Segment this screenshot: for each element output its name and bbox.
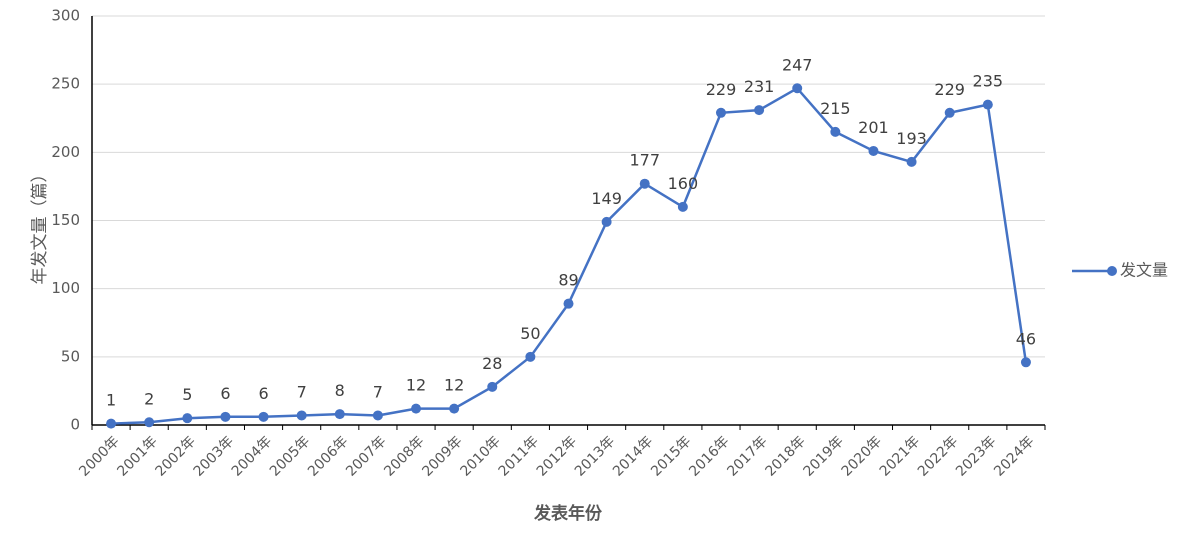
x-axis-ticks: 2000年2001年2002年2003年2004年2005年2006年2007年… [76, 425, 1046, 480]
x-tick-label: 2001年 [114, 433, 160, 479]
data-label: 7 [373, 382, 383, 401]
data-label: 231 [744, 77, 775, 96]
data-point [411, 403, 422, 414]
data-label: 6 [258, 384, 268, 403]
y-tick-label: 150 [51, 211, 80, 229]
data-label: 12 [444, 376, 464, 395]
y-tick-label: 250 [51, 75, 80, 93]
gridlines [92, 15, 1045, 358]
data-point [487, 381, 498, 392]
x-tick-label: 2013年 [572, 433, 618, 479]
data-label: 5 [182, 385, 192, 404]
data-label: 46 [1016, 329, 1036, 348]
x-tick-label: 2016年 [686, 433, 732, 479]
x-tick-label: 2017年 [724, 433, 770, 479]
x-tick-label: 2014年 [610, 433, 656, 479]
data-point [906, 156, 917, 167]
data-label: 7 [297, 382, 307, 401]
data-label: 215 [820, 99, 851, 118]
data-point [525, 351, 536, 362]
data-label: 160 [668, 174, 699, 193]
legend-point-marker [1107, 266, 1117, 276]
data-label: 229 [706, 80, 737, 99]
legend-label: 发文量 [1120, 261, 1168, 280]
data-label: 247 [782, 55, 813, 74]
data-label: 12 [406, 376, 426, 395]
data-points [106, 83, 1031, 429]
data-point [449, 403, 460, 414]
x-tick-label: 2006年 [305, 433, 351, 479]
data-point [792, 83, 803, 94]
x-tick-label: 2010年 [458, 433, 504, 479]
x-tick-label: 2023年 [953, 433, 999, 479]
data-label: 6 [220, 384, 230, 403]
data-label: 229 [934, 80, 965, 99]
data-label: 50 [520, 324, 540, 343]
data-point [639, 178, 650, 189]
x-tick-label: 2022年 [915, 433, 961, 479]
x-tick-label: 2002年 [153, 433, 199, 479]
x-tick-label: 2008年 [381, 433, 427, 479]
x-axis-title: 发表年份 [533, 503, 603, 524]
x-tick-label: 2018年 [762, 433, 808, 479]
y-tick-label: 300 [51, 7, 80, 25]
x-tick-label: 2024年 [991, 433, 1037, 479]
data-point [220, 411, 231, 422]
data-point [982, 99, 993, 110]
data-point [1020, 357, 1031, 368]
data-label: 193 [896, 129, 927, 148]
data-point [258, 411, 269, 422]
series-line-发文量 [111, 86, 1028, 425]
x-tick-label: 2003年 [191, 433, 237, 479]
data-point [563, 298, 574, 309]
y-tick-label: 50 [61, 347, 80, 365]
data-point [754, 105, 765, 116]
x-tick-label: 2021年 [877, 433, 923, 479]
x-tick-label: 2015年 [648, 433, 694, 479]
data-point [334, 409, 345, 420]
data-point [182, 413, 193, 424]
data-point [296, 410, 307, 421]
legend: 发文量 [1072, 261, 1168, 280]
data-point [106, 418, 117, 429]
x-tick-label: 2020年 [839, 433, 885, 479]
data-point [372, 410, 383, 421]
x-tick-label: 2004年 [229, 433, 275, 479]
data-label: 28 [482, 354, 502, 373]
data-label: 177 [629, 151, 660, 170]
x-tick-label: 2011年 [496, 433, 542, 479]
data-label: 201 [858, 118, 889, 137]
data-label: 89 [558, 271, 578, 290]
x-tick-label: 2019年 [801, 433, 847, 479]
data-label: 149 [591, 189, 622, 208]
data-label: 1 [106, 391, 116, 410]
y-tick-label: 200 [51, 143, 80, 161]
data-point [677, 201, 688, 212]
y-axis-ticks: 0 50 100 150 200 250 300 [51, 7, 80, 434]
y-tick-label: 0 [70, 416, 80, 434]
data-point [944, 107, 955, 118]
data-label: 8 [335, 381, 345, 400]
x-tick-label: 2007年 [343, 433, 389, 479]
y-tick-label: 100 [51, 279, 80, 297]
data-point [868, 145, 879, 156]
x-tick-label: 2005年 [267, 433, 313, 479]
data-label: 235 [973, 72, 1004, 91]
data-point [715, 107, 726, 118]
data-label: 2 [144, 389, 154, 408]
x-tick-label: 2009年 [419, 433, 465, 479]
x-tick-label: 2000年 [76, 433, 122, 479]
data-point [601, 216, 612, 227]
data-point [144, 417, 155, 428]
y-axis-title: 年发文量（篇） [30, 166, 50, 285]
x-tick-label: 2012年 [534, 433, 580, 479]
data-point [830, 126, 841, 137]
